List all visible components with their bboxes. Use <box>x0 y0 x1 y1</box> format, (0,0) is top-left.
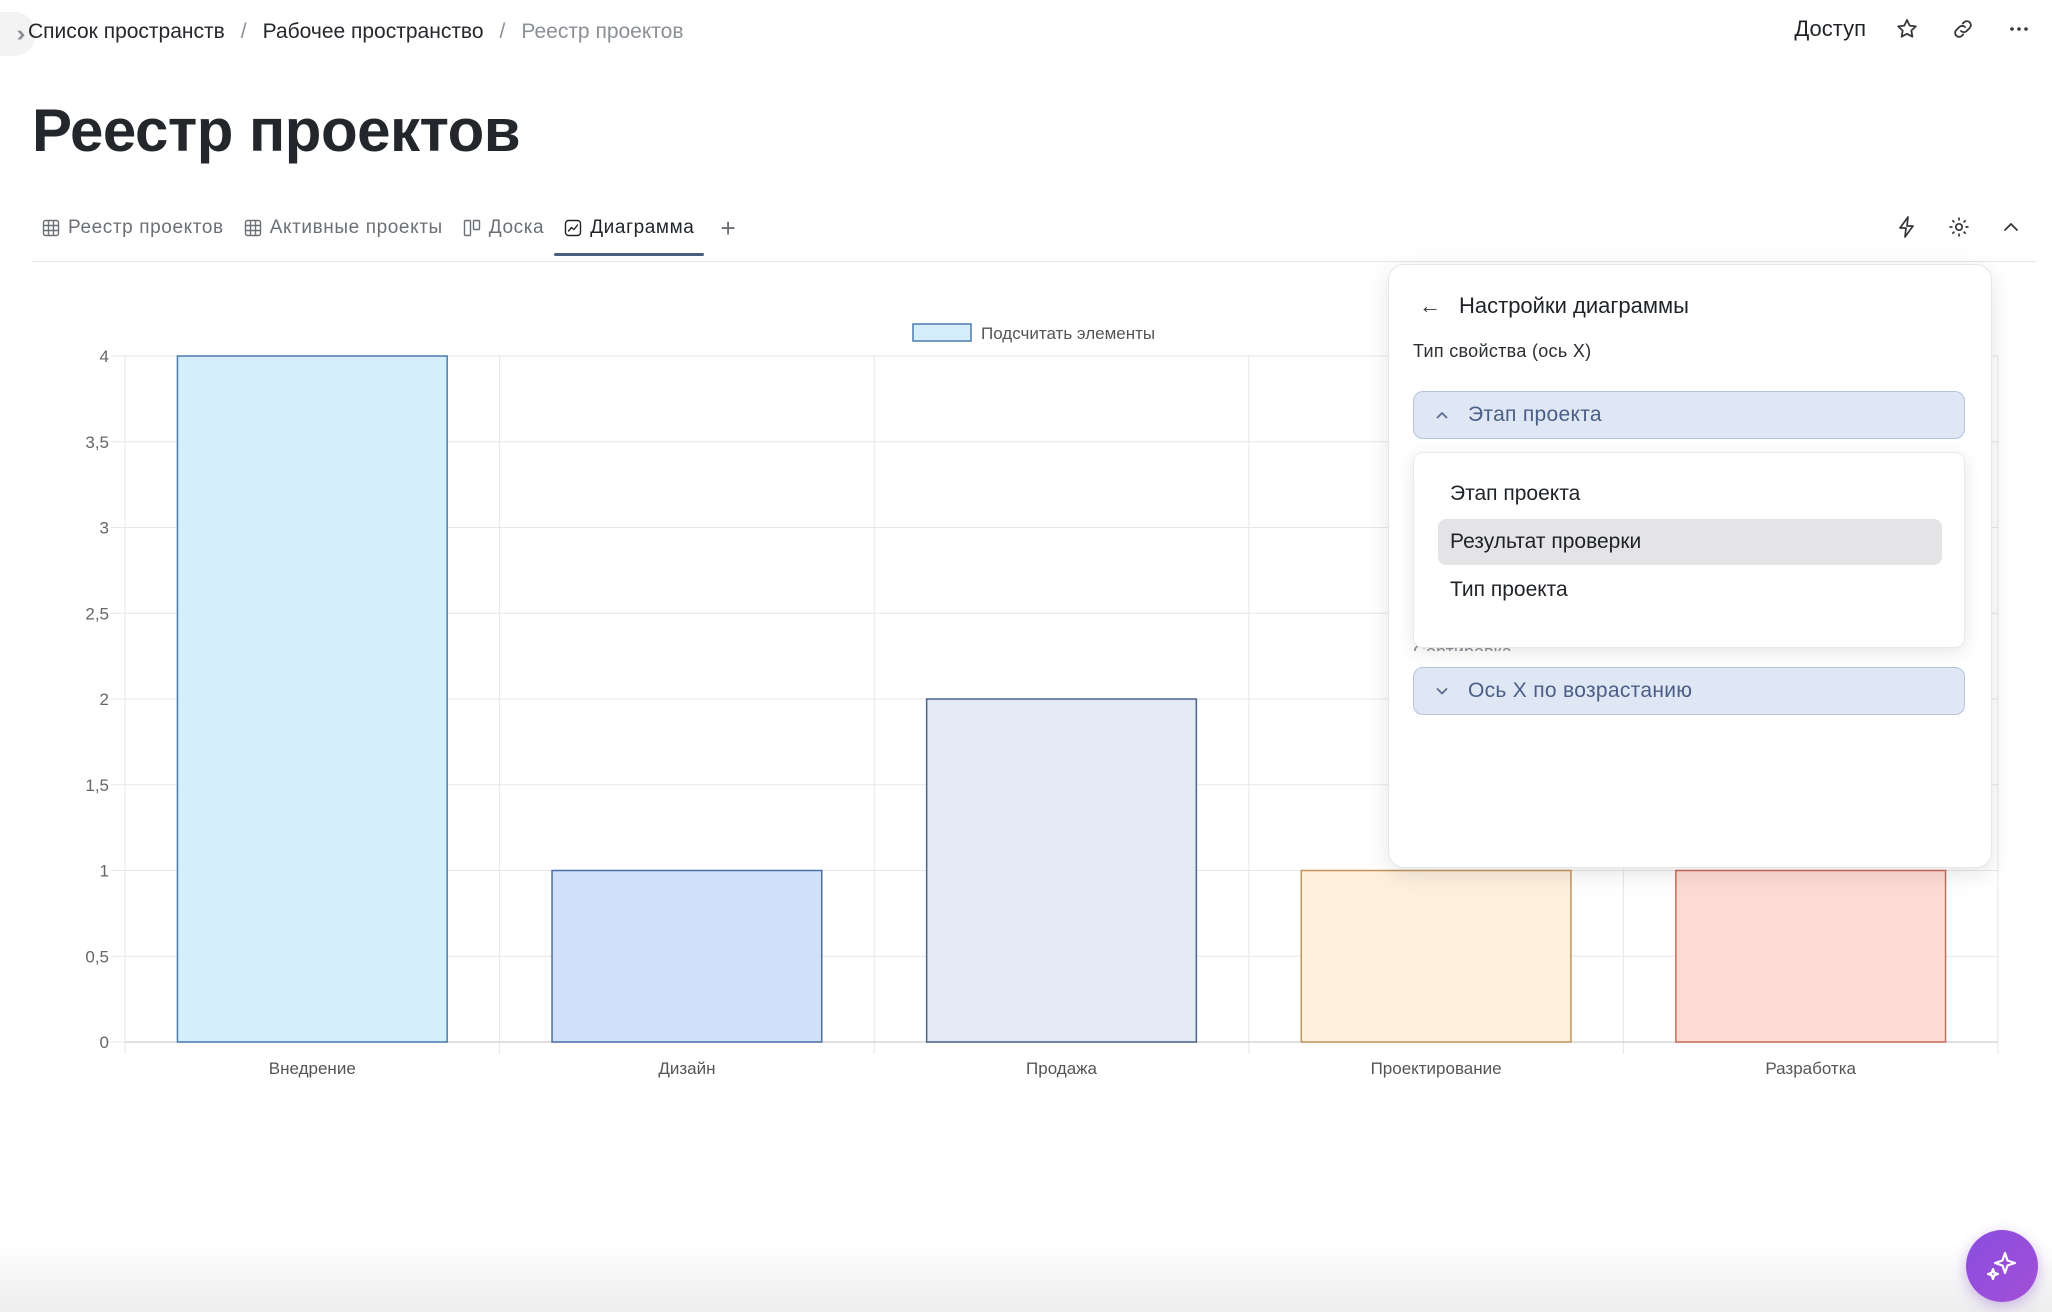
chevron-up-icon <box>1434 407 1454 423</box>
panel-header: ← Настройки диаграммы <box>1419 293 1689 319</box>
board-icon <box>463 219 480 237</box>
tab-label: Реестр проектов <box>68 217 224 238</box>
table-icon <box>42 219 60 237</box>
y-tick-label: 3 <box>100 519 109 538</box>
sort-value: Ось X по возрастанию <box>1468 679 1693 702</box>
breadcrumb-spaces[interactable]: Список пространств <box>28 20 225 43</box>
breadcrumb: Список пространств / Рабочее пространств… <box>28 20 684 44</box>
breadcrumb-current: Реестр проектов <box>521 20 684 43</box>
star-icon[interactable] <box>1892 14 1922 44</box>
y-tick-label: 0 <box>100 1033 109 1052</box>
x-tick-label: Дизайн <box>658 1059 715 1078</box>
expand-sidebar-icon[interactable]: ›› <box>0 12 36 56</box>
bar[interactable] <box>176 355 448 1043</box>
bar[interactable] <box>1300 869 1572 1043</box>
ai-assistant-button[interactable] <box>1966 1230 2038 1302</box>
sort-select[interactable]: Ось X по возрастанию <box>1413 667 1965 715</box>
x-tick-label: Проектирование <box>1371 1059 1502 1078</box>
x-tick-label: Разработка <box>1765 1059 1856 1078</box>
y-tick-label: 2 <box>100 690 109 709</box>
x-axis-property-value: Этап проекта <box>1468 403 1602 426</box>
collapse-icon[interactable] <box>1996 212 2026 242</box>
tab-active-projects[interactable]: Активные проекты <box>234 204 453 252</box>
y-tick-label: 4 <box>100 347 109 366</box>
table-icon <box>244 219 261 237</box>
x-tick-label: Внедрение <box>269 1059 356 1078</box>
bar[interactable] <box>551 869 823 1043</box>
tab-label: Доска <box>488 217 545 238</box>
legend-label: Подсчитать элементы <box>981 324 1155 343</box>
automation-icon[interactable] <box>1892 212 1922 242</box>
tab-label: Активные проекты <box>269 217 443 238</box>
option-check-result[interactable]: Результат проверки <box>1438 519 1942 565</box>
tab-board[interactable]: Доска <box>453 204 554 252</box>
x-axis-property-select[interactable]: Этап проекта <box>1413 391 1965 439</box>
top-actions: Доступ <box>1794 14 2034 44</box>
breadcrumb-separator: / <box>499 20 506 43</box>
access-button[interactable]: Доступ <box>1794 16 1866 41</box>
link-icon[interactable] <box>1948 14 1978 44</box>
x-tick-label: Продажа <box>1026 1059 1098 1078</box>
chart-icon <box>565 219 582 237</box>
y-tick-label: 1,5 <box>85 776 109 795</box>
tab-chart[interactable]: Диаграмма <box>554 204 705 256</box>
x-axis-property-label: Тип свойства (ось X) <box>1413 341 1592 361</box>
sparkle-icon <box>1986 1251 2017 1281</box>
breadcrumb-workspace[interactable]: Рабочее пространство <box>262 20 484 43</box>
y-tick-label: 3,5 <box>85 433 109 452</box>
bar[interactable] <box>1675 869 1947 1043</box>
tabs-divider <box>32 261 2036 262</box>
y-tick-label: 1 <box>100 862 109 881</box>
x-axis-property-dropdown: Этап проекта Результат проверки Тип прое… <box>1413 452 1965 648</box>
top-bar: ›› Список пространств / Рабочее простран… <box>0 0 2052 68</box>
tab-project-registry[interactable]: Реестр проектов <box>32 204 234 252</box>
chevron-down-icon <box>1434 683 1454 699</box>
option-project-stage[interactable]: Этап проекта <box>1450 482 1581 505</box>
bottom-fade <box>0 1242 2052 1312</box>
panel-title: Настройки диаграммы <box>1459 293 1689 318</box>
view-tools <box>1892 212 2026 242</box>
gear-icon[interactable] <box>1944 212 1974 242</box>
view-tabs: Реестр проектов Активные проекты Доска Д… <box>32 204 736 260</box>
bar[interactable] <box>925 698 1198 1043</box>
page-title: Реестр проектов <box>32 97 521 164</box>
y-tick-label: 0,5 <box>85 947 109 966</box>
add-view-button[interactable]: + <box>720 212 736 243</box>
legend-swatch <box>912 323 972 342</box>
back-arrow-icon[interactable]: ← <box>1419 293 1441 318</box>
more-icon[interactable] <box>2004 14 2034 44</box>
tab-label: Диаграмма <box>590 217 695 238</box>
y-tick-label: 2,5 <box>85 604 109 623</box>
chart-settings-panel: ← Настройки диаграммы Тип свойства (ось … <box>1388 264 1992 868</box>
option-project-type[interactable]: Тип проекта <box>1450 578 1568 601</box>
breadcrumb-separator: / <box>240 20 247 43</box>
